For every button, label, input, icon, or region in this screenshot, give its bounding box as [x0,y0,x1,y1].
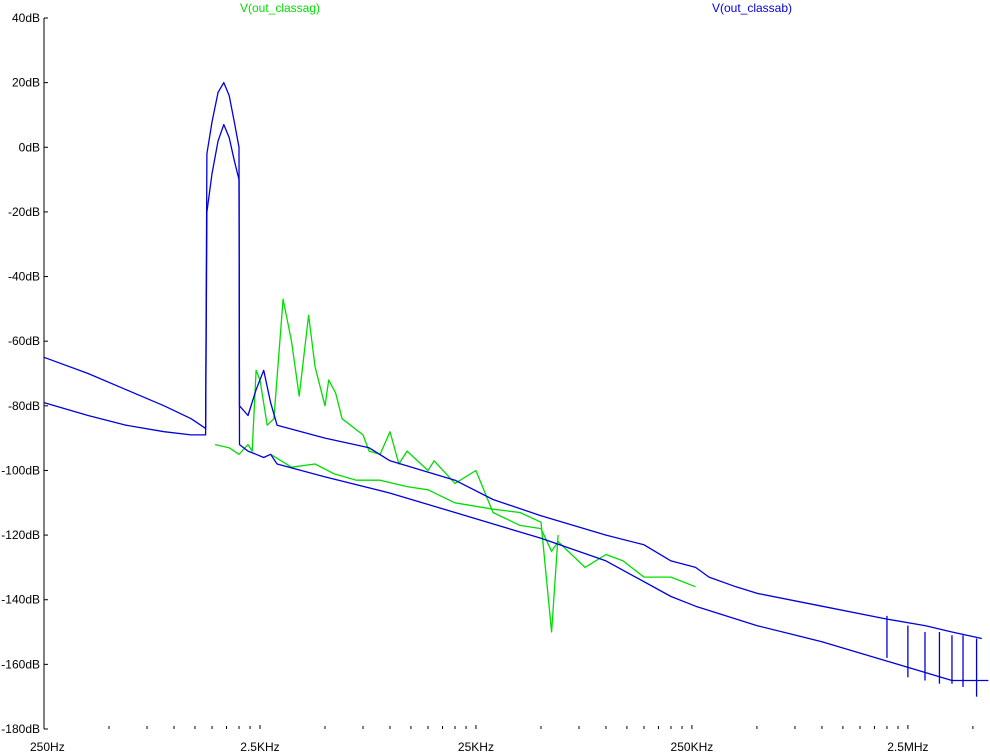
series-1-lower-line [43,123,989,682]
x-tick-label-0: 250Hz [30,740,65,753]
legend-entry-out-classag: V(out_classag) [240,1,320,15]
y-tick-label-5: -60dB [8,334,40,348]
series-0-magnitude-line [214,298,696,588]
y-tick-label-6: -80dB [8,399,40,413]
y-tick-label-3: -20dB [8,205,40,219]
y-tick-label-9: -140dB [1,593,40,607]
y-tick-label-11: -180dB [1,722,40,736]
y-tick-labels: 40dB 20dB 0dB -20dB -40dB -60dB -80dB -100dB -12… [1,11,40,736]
y-tick-label-10: -160dB [1,657,40,671]
y-tick-label-1: 20dB [12,76,40,90]
x-tick-label-2: 25KHz [458,740,494,753]
x-tick-label-4: 2.5MHz [887,740,928,753]
y-tick-label-8: -120dB [1,528,40,542]
legend-entry-out-classab: V(out_classab) [712,1,792,15]
x-tick-label-1: 2.5KHz [240,740,279,753]
y-tick-label-4: -40dB [8,270,40,284]
x-tick-labels: 250Hz 2.5KHz 25KHz 250KHz 2.5MHz [30,740,929,753]
y-tick-label-2: 0dB [19,140,40,154]
tick-marks [43,17,974,730]
y-tick-label-7: -100dB [1,463,40,477]
x-tick-label-3: 250KHz [671,740,714,753]
series-0-floor-line [270,453,559,633]
series-traces [43,81,989,697]
series-1-upper-line [43,81,982,640]
y-tick-label-0: 40dB [12,11,40,25]
